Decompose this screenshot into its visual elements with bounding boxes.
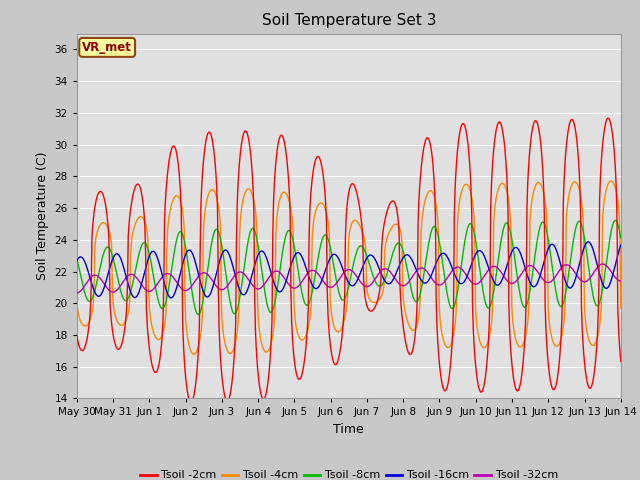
- Y-axis label: Soil Temperature (C): Soil Temperature (C): [36, 152, 49, 280]
- Title: Soil Temperature Set 3: Soil Temperature Set 3: [262, 13, 436, 28]
- X-axis label: Time: Time: [333, 423, 364, 436]
- Text: VR_met: VR_met: [82, 41, 132, 54]
- Legend: Tsoil -2cm, Tsoil -4cm, Tsoil -8cm, Tsoil -16cm, Tsoil -32cm: Tsoil -2cm, Tsoil -4cm, Tsoil -8cm, Tsoi…: [136, 466, 562, 480]
